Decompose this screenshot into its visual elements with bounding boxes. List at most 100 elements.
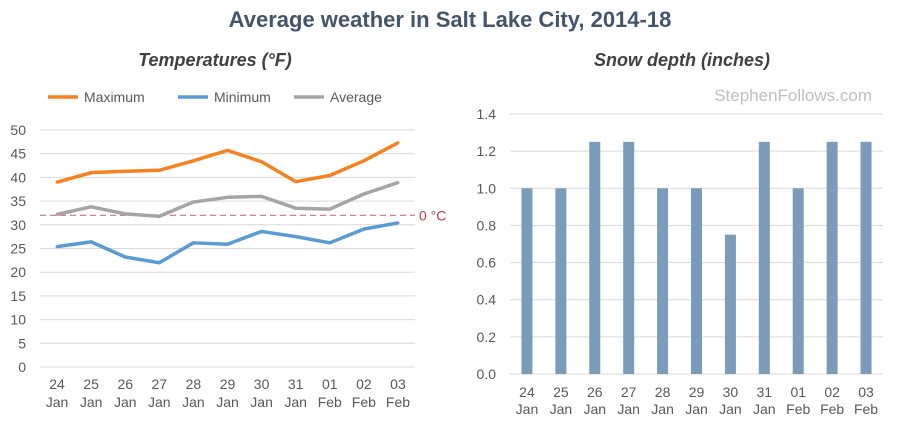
series-line-average <box>56 180 399 219</box>
data-point-minimum <box>89 240 93 244</box>
x-tick-day: 02 <box>824 384 840 400</box>
x-tick-day: 03 <box>858 384 874 400</box>
x-tick-day: 31 <box>288 376 304 392</box>
data-point-average <box>55 212 59 216</box>
x-tick-day: 01 <box>322 376 338 392</box>
data-point-maximum <box>123 169 127 173</box>
data-point-average <box>123 212 127 216</box>
x-tick-day: 28 <box>655 384 671 400</box>
y-tick-label: 0 <box>18 359 26 375</box>
data-point-minimum <box>55 245 59 249</box>
snow-chart-title: Snow depth (inches) <box>594 50 770 70</box>
temperature-chart: 0 5 10 15 20 25 30 35 40 45 50 24 Jan 25 Jan 26 Jan 27 Jan… <box>10 89 446 410</box>
y-tick-label: 1.0 <box>477 180 497 196</box>
snow-bar <box>792 188 804 374</box>
snow-bar <box>691 188 702 374</box>
x-tick-day: 30 <box>723 384 739 400</box>
x-tick-day: 29 <box>220 376 236 392</box>
data-point-maximum <box>328 174 332 178</box>
x-tick-day: 25 <box>553 384 569 400</box>
data-point-average <box>362 192 366 196</box>
legend-label-average: Average <box>330 89 382 105</box>
data-point-minimum <box>328 241 332 245</box>
y-tick-label: 25 <box>10 241 26 257</box>
y-tick-label: 20 <box>10 264 26 280</box>
snow-bar <box>724 234 736 374</box>
x-tick-day: 30 <box>254 376 270 392</box>
data-point-average <box>191 200 195 204</box>
data-point-maximum <box>226 148 229 152</box>
data-point-minimum <box>362 227 366 231</box>
x-tick-month: Jan <box>753 401 776 417</box>
data-point-minimum <box>294 235 298 239</box>
y-tick-label: 40 <box>10 169 26 185</box>
data-point-maximum <box>157 168 161 172</box>
data-point-maximum <box>294 180 298 184</box>
y-tick-label: 1.2 <box>477 143 497 159</box>
x-tick-month: Jan <box>46 394 69 410</box>
x-tick-day: 26 <box>587 384 603 400</box>
x-tick-month: Feb <box>786 401 810 417</box>
x-tick-day: 02 <box>356 376 372 392</box>
x-tick-month: Jan <box>182 394 205 410</box>
data-point-minimum <box>396 221 400 225</box>
x-tick-day: 03 <box>390 376 406 392</box>
x-tick-month: Jan <box>516 401 539 417</box>
data-point-minimum <box>191 241 195 245</box>
data-point-average <box>260 194 264 198</box>
x-tick-day: 27 <box>152 376 168 392</box>
snow-bar <box>555 188 567 374</box>
x-tick-month: Jan <box>284 394 307 410</box>
main-title: Average weather in Salt Lake City, 2014-… <box>229 7 672 32</box>
x-tick-month: Jan <box>685 401 708 417</box>
x-tick-month: Feb <box>318 394 342 410</box>
y-tick-label: 5 <box>18 335 26 351</box>
y-tick-label: 1.4 <box>477 106 497 122</box>
x-tick-day: 29 <box>689 384 705 400</box>
data-point-maximum <box>362 159 366 163</box>
y-tick-label: 45 <box>10 146 26 162</box>
data-point-average <box>328 207 332 211</box>
data-point-minimum <box>226 242 229 246</box>
x-tick-day: 31 <box>757 384 773 400</box>
x-tick-day: 01 <box>790 384 806 400</box>
snow-bar <box>826 141 838 374</box>
x-tick-month: Jan <box>651 401 674 417</box>
snow-chart: 0.00.20.40.60.81.01.21.424Jan25Jan26Jan2… <box>477 106 883 417</box>
x-tick-month: Jan <box>550 401 573 417</box>
temperature-chart-title: Temperatures (°F) <box>138 50 292 70</box>
watermark: StephenFollows.com <box>714 86 872 105</box>
data-point-average <box>294 206 298 210</box>
x-tick-day: 24 <box>49 376 65 392</box>
x-tick-month: Jan <box>250 394 273 410</box>
data-point-maximum <box>396 141 400 145</box>
legend-label-maximum: Maximum <box>84 89 145 105</box>
x-tick-month: Jan <box>114 394 137 410</box>
x-tick-month: Jan <box>148 394 171 410</box>
x-tick-month: Jan <box>617 401 640 417</box>
data-point-maximum <box>89 171 93 175</box>
x-tick-month: Feb <box>854 401 878 417</box>
data-point-average <box>226 195 229 199</box>
legend-label-minimum: Minimum <box>214 89 271 105</box>
y-tick-label: 35 <box>10 193 26 209</box>
y-tick-label: 50 <box>10 122 26 138</box>
x-tick-day: 25 <box>83 376 99 392</box>
series-line-maximum <box>56 141 399 184</box>
snow-bar <box>623 141 635 374</box>
x-tick-month: Feb <box>820 401 844 417</box>
data-point-minimum <box>123 255 127 259</box>
data-point-average <box>157 214 161 218</box>
y-tick-label: 30 <box>10 217 26 233</box>
snow-bar <box>589 141 601 374</box>
data-point-maximum <box>260 160 264 164</box>
y-tick-label: 10 <box>10 312 26 328</box>
snow-bar <box>657 188 669 374</box>
x-tick-month: Jan <box>583 401 606 417</box>
freezing-label: 0 °C <box>419 207 446 223</box>
y-tick-label: 0.2 <box>477 329 497 345</box>
snow-bar <box>860 141 872 374</box>
data-point-maximum <box>55 180 59 184</box>
